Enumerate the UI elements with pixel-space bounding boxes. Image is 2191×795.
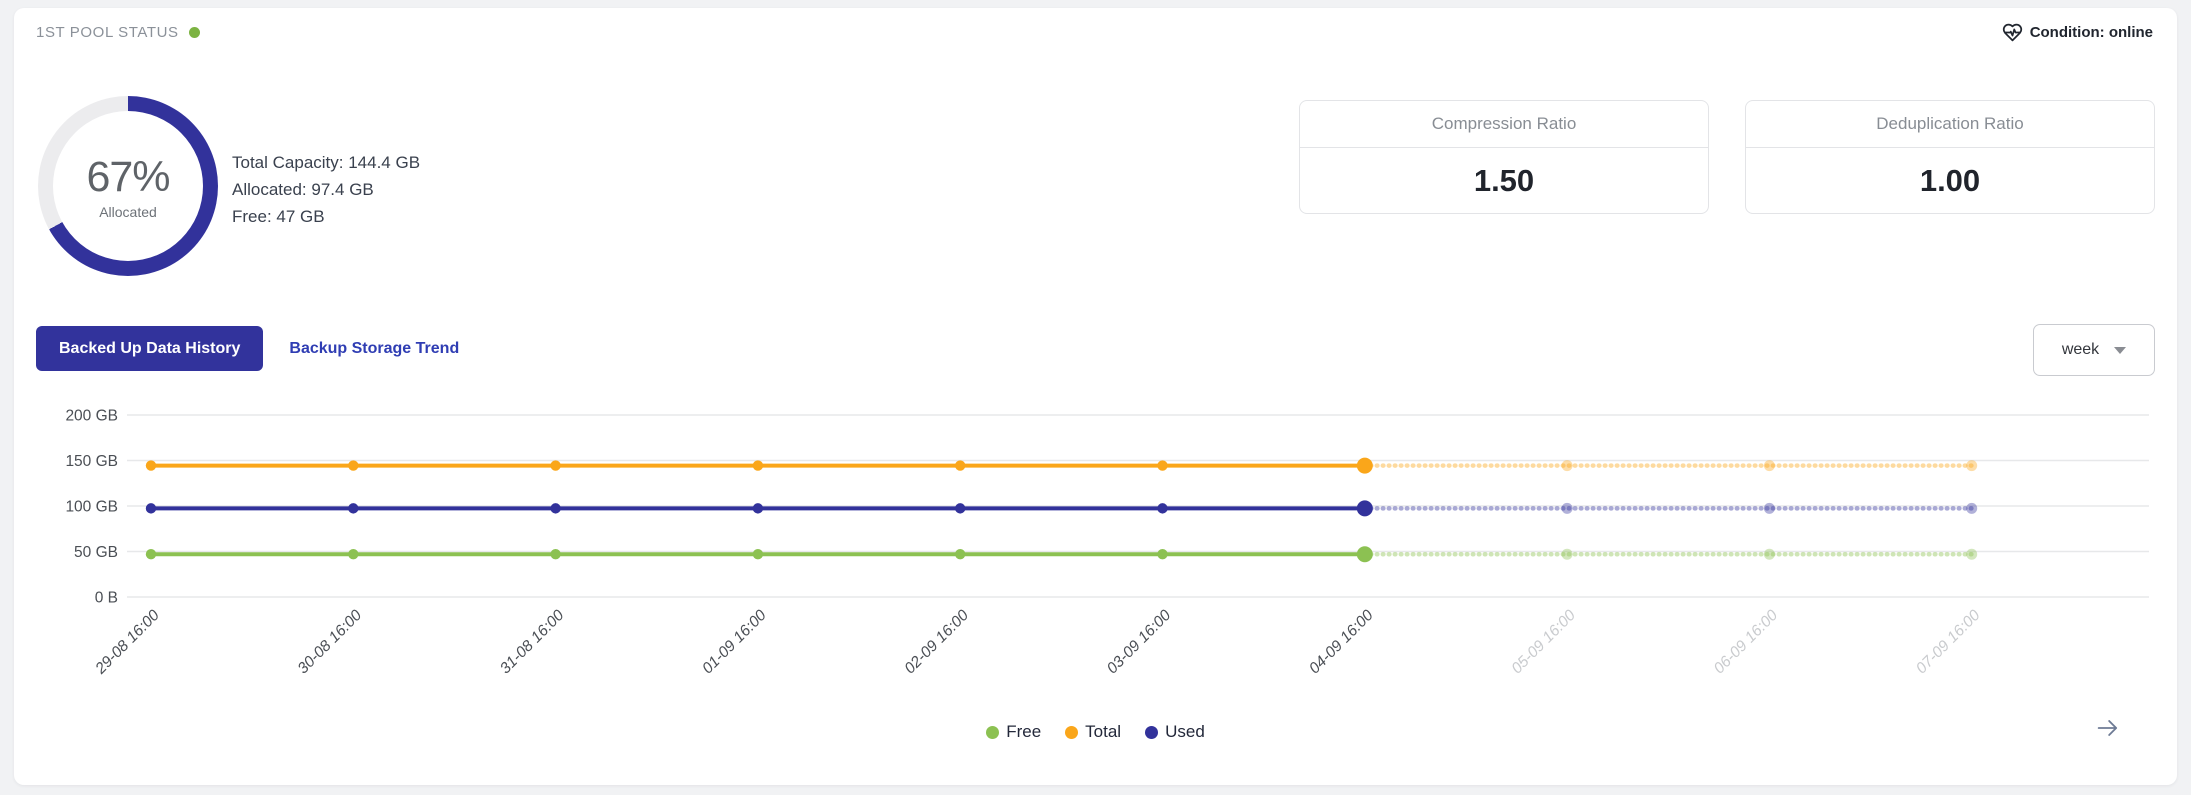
heart-pulse-icon: [2002, 22, 2023, 43]
capacity-summary: Total Capacity: 144.4 GB Allocated: 97.4…: [232, 149, 420, 230]
chart-next-page-button[interactable]: [2091, 712, 2125, 746]
allocated-percent: 67%: [86, 152, 170, 201]
svg-text:07-09 16:00: 07-09 16:00: [1913, 607, 1984, 678]
svg-text:06-09 16:00: 06-09 16:00: [1711, 607, 1782, 678]
svg-text:01-09 16:00: 01-09 16:00: [699, 607, 770, 678]
backup-history-chart: 0 B 50 GB 100 GB 150 GB 200 GB 29-08 16:00 30-…: [14, 400, 2177, 700]
svg-text:31-08 16:00: 31-08 16:00: [497, 607, 568, 678]
pool-status-card: 1ST POOL STATUS Condition: online 67% Al…: [14, 8, 2177, 785]
ratio-cards: Compression Ratio 1.50 Deduplication Rat…: [1299, 100, 2155, 214]
svg-text:200 GB: 200 GB: [65, 408, 118, 425]
svg-text:100 GB: 100 GB: [65, 499, 118, 516]
legend-label-used: Used: [1165, 722, 1205, 741]
deduplication-ratio-title: Deduplication Ratio: [1746, 101, 2154, 148]
deduplication-ratio-card: Deduplication Ratio 1.00: [1745, 100, 2155, 214]
free-line: Free: 47 GB: [232, 207, 325, 226]
svg-text:50 GB: 50 GB: [74, 544, 118, 561]
svg-text:150 GB: 150 GB: [65, 453, 118, 470]
allocated-caption: Allocated: [99, 203, 157, 220]
header-row: 1ST POOL STATUS: [36, 24, 200, 41]
page-title: 1ST POOL STATUS: [36, 24, 179, 41]
status-dot-icon: [188, 27, 200, 38]
svg-text:29-08 16:00: 29-08 16:00: [92, 607, 164, 679]
tab-backed-up-data-history[interactable]: Backed Up Data History: [36, 326, 264, 371]
range-select-value: week: [2061, 341, 2100, 358]
legend-label-total: Total: [1085, 722, 1122, 741]
svg-text:05-09 16:00: 05-09 16:00: [1508, 607, 1579, 678]
caret-down-icon: [2114, 346, 2127, 354]
allocated-line: Allocated: 97.4 GB: [232, 180, 374, 199]
total-capacity-line: Total Capacity: 144.4 GB: [232, 153, 421, 172]
range-select[interactable]: week: [2033, 324, 2155, 376]
svg-text:04-09 16:00: 04-09 16:00: [1306, 607, 1377, 678]
chart-tabs: Backed Up Data History Backup Storage Tr…: [36, 326, 459, 371]
compression-ratio-title: Compression Ratio: [1300, 101, 1708, 148]
used-series-dot-icon: [1145, 725, 1159, 739]
free-series-dot-icon: [986, 725, 1000, 739]
compression-ratio-card: Compression Ratio 1.50: [1299, 100, 1709, 214]
condition-status: Condition: online: [2002, 22, 2153, 43]
svg-text:02-09 16:00: 02-09 16:00: [901, 607, 972, 678]
arrow-right-icon: [2094, 714, 2122, 745]
legend-label-free: Free: [1006, 722, 1042, 741]
deduplication-ratio-value: 1.00: [1919, 163, 1981, 198]
allocated-donut-chart: 67% Allocated: [38, 96, 218, 276]
svg-text:0 B: 0 B: [95, 590, 118, 607]
svg-text:03-09 16:00: 03-09 16:00: [1104, 607, 1175, 678]
legend-item-free[interactable]: Free: [986, 722, 1041, 742]
tab-backup-storage-trend[interactable]: Backup Storage Trend: [289, 339, 460, 357]
condition-label: Condition: online: [2029, 24, 2153, 41]
chart-legend: Free Total Used: [14, 722, 2177, 742]
legend-item-total[interactable]: Total: [1065, 722, 1121, 742]
total-series-dot-icon: [1065, 725, 1079, 739]
compression-ratio-value: 1.50: [1473, 163, 1535, 198]
svg-text:30-08 16:00: 30-08 16:00: [295, 607, 366, 678]
legend-item-used[interactable]: Used: [1145, 722, 1205, 742]
